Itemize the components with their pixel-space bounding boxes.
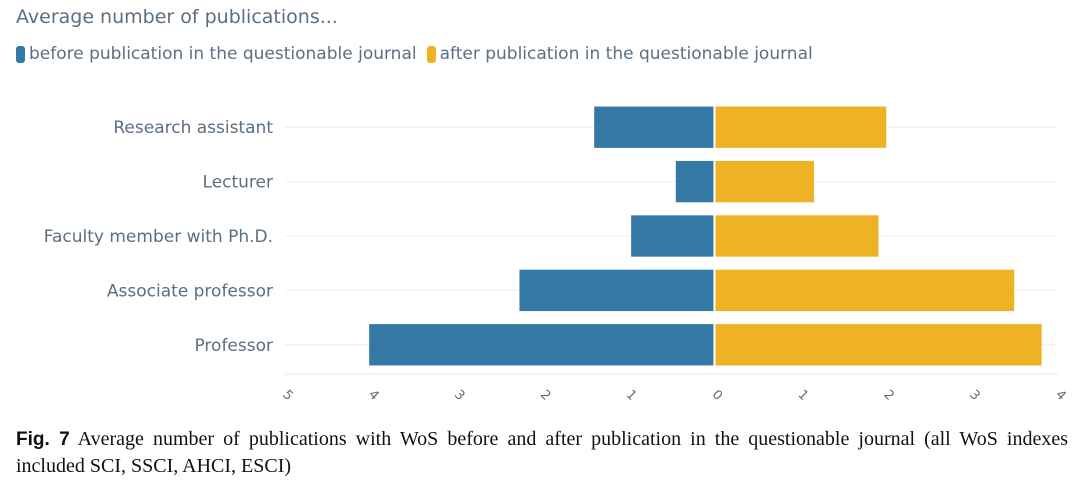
x-tick-label: 1 [623, 387, 639, 403]
category-labels: Research assistant Lecturer Faculty member… [44, 118, 274, 356]
figure-caption-text: Average number of publications with WoS … [16, 428, 1068, 477]
bars [369, 100, 1042, 372]
figure-label: Fig. 7 [16, 429, 70, 450]
category-label: Lecturer [203, 173, 273, 193]
bar-after-4[interactable] [714, 324, 1042, 366]
bar-after-1[interactable] [714, 160, 815, 203]
legend-swatch-after [426, 45, 436, 63]
x-tick-label: 4 [1052, 387, 1068, 403]
bar-before-1[interactable] [675, 160, 715, 203]
figure-caption: Fig. 7 Average number of publications wit… [16, 426, 1068, 479]
legend: before publication in the questionable j… [16, 44, 823, 64]
legend-item-before[interactable]: before publication in the questionable j… [16, 44, 417, 64]
legend-swatch-before [16, 45, 25, 63]
x-tick-label: 2 [880, 387, 896, 403]
category-label: Professor [194, 336, 273, 356]
bar-after-3[interactable] [714, 269, 1015, 312]
bar-chart: Research assistant Lecturer Faculty member… [43, 100, 1069, 404]
x-tick-label: 4 [365, 387, 381, 403]
bar-before-4[interactable] [369, 324, 715, 366]
x-tick-label: 3 [451, 387, 467, 403]
x-axis-tick-labels: 5 4 3 2 1 0 1 2 3 4 [279, 387, 1068, 403]
legend-label-after: after publication in the questionable jo… [439, 44, 813, 64]
x-tick-label: 2 [537, 387, 553, 403]
bar-before-3[interactable] [519, 269, 715, 312]
category-label: Faculty member with Ph.D. [44, 227, 273, 247]
legend-item-after[interactable]: after publication in the questionable jo… [426, 44, 813, 64]
x-tick-label: 5 [279, 387, 295, 403]
legend-label-before: before publication in the questionable j… [29, 44, 417, 64]
x-tick-label: 1 [795, 387, 811, 403]
category-label: Research assistant [113, 118, 273, 138]
bar-before-0[interactable] [594, 106, 715, 148]
x-tick-label: 3 [966, 387, 982, 403]
bar-after-2[interactable] [714, 215, 879, 257]
bar-before-2[interactable] [631, 215, 715, 257]
bar-after-0[interactable] [714, 106, 887, 148]
category-label: Associate professor [107, 281, 273, 301]
x-tick-label: 0 [709, 387, 725, 403]
chart-title: Average number of publications... [16, 6, 338, 28]
